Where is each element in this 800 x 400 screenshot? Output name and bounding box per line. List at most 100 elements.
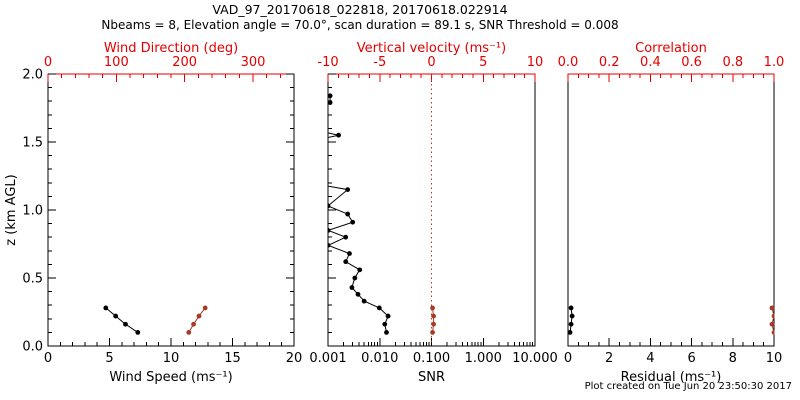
top-axis-label: Vertical velocity (ms⁻¹) bbox=[357, 41, 506, 56]
figure-subtitle: Nbeams = 8, Elevation angle = 70.0°, sca… bbox=[101, 17, 619, 32]
residual-marker bbox=[568, 330, 573, 335]
top-tick-label: 0.8 bbox=[722, 55, 743, 70]
top-tick-label: 1.0 bbox=[764, 55, 785, 70]
top-tick-label: 200 bbox=[172, 55, 197, 70]
snr-profile-marker bbox=[328, 242, 331, 248]
x-tick-label: 8 bbox=[729, 351, 737, 366]
vertical-velocity-marker bbox=[431, 321, 436, 327]
top-axis-label: Wind Direction (deg) bbox=[104, 41, 238, 56]
correlation-line bbox=[771, 307, 775, 333]
wind-direction-marker bbox=[186, 330, 192, 335]
x-tick-label: 1.000 bbox=[465, 351, 502, 366]
wind-direction-marker bbox=[191, 321, 196, 327]
y-axis-label: z (km AGL) bbox=[4, 174, 19, 245]
top-axis-label: Correlation bbox=[635, 41, 707, 56]
x-tick-label: 20 bbox=[286, 351, 303, 366]
x-tick-label: 5 bbox=[105, 351, 113, 366]
x-tick-label: 10 bbox=[163, 351, 180, 366]
wind-panel bbox=[47, 73, 295, 347]
snr-profile-marker bbox=[345, 187, 351, 193]
x-tick-label: 0.100 bbox=[413, 351, 450, 366]
snr-profile-marker bbox=[328, 93, 333, 99]
snr-profile-marker bbox=[384, 330, 389, 335]
y-tick-label: 1.0 bbox=[22, 204, 43, 219]
x-tick-label: 0.001 bbox=[309, 351, 346, 366]
top-tick-label: 0.2 bbox=[599, 55, 620, 70]
vertical-velocity-marker bbox=[431, 313, 436, 319]
snr-profile-marker bbox=[355, 291, 361, 297]
snr-profile-marker bbox=[376, 305, 382, 311]
snr-profile-marker bbox=[347, 251, 352, 256]
x-tick-label: 10 bbox=[766, 351, 783, 366]
snr-profile-line bbox=[328, 95, 389, 333]
wind-direction-marker bbox=[196, 313, 202, 319]
wind-speed-marker bbox=[123, 321, 128, 327]
snr-profile-marker bbox=[345, 211, 351, 217]
wind-direction-line bbox=[188, 307, 206, 333]
residual-panel bbox=[567, 73, 775, 347]
figure-title: VAD_97_20170618_022818, 20170618.022914 bbox=[212, 2, 508, 17]
snr-profile-marker bbox=[350, 219, 356, 225]
snr-profile-marker bbox=[382, 321, 388, 327]
vertical-velocity-marker bbox=[430, 305, 435, 311]
x-tick-label: 10.000 bbox=[512, 351, 558, 366]
wind-direction-marker bbox=[202, 305, 208, 311]
snr-profile-marker bbox=[357, 267, 363, 273]
bottom-axis-label: Wind Speed (ms⁻¹) bbox=[109, 370, 232, 385]
top-tick-label: 300 bbox=[241, 55, 266, 70]
top-tick-label: 5 bbox=[479, 55, 487, 70]
residual-marker bbox=[569, 313, 575, 319]
y-tick-label: 0.5 bbox=[22, 272, 43, 287]
top-tick-label: -10 bbox=[317, 55, 338, 70]
bottom-axis-label: SNR bbox=[418, 370, 445, 385]
top-tick-label: 0.6 bbox=[681, 55, 702, 70]
wind-speed-marker bbox=[103, 305, 109, 311]
snr-profile-marker bbox=[361, 298, 367, 304]
x-tick-label: 0 bbox=[564, 351, 572, 366]
correlation-marker bbox=[769, 321, 775, 327]
snr-profile-marker bbox=[343, 234, 349, 240]
snr-profile-marker bbox=[336, 132, 341, 138]
x-tick-label: 4 bbox=[646, 351, 654, 366]
top-tick-label: 10 bbox=[527, 55, 544, 70]
top-tick-label: 100 bbox=[104, 55, 129, 70]
y-tick-label: 1.5 bbox=[22, 136, 43, 151]
top-tick-label: -5 bbox=[373, 55, 386, 70]
x-tick-label: 0.010 bbox=[361, 351, 398, 366]
residual-marker bbox=[568, 305, 574, 311]
panel-frame bbox=[567, 73, 775, 347]
correlation-marker bbox=[771, 313, 775, 319]
snr-profile-marker bbox=[349, 285, 355, 290]
snr-panel bbox=[327, 73, 536, 347]
bottom-axis-label: Residual (ms⁻¹) bbox=[621, 370, 722, 385]
panel-frame bbox=[47, 73, 295, 347]
top-tick-label: 0 bbox=[44, 55, 52, 70]
residual-line bbox=[569, 307, 573, 333]
snr-profile-marker bbox=[385, 313, 391, 319]
plot-created-note: Plot created on Tue Jun 20 23:50:30 2017 bbox=[584, 381, 792, 392]
x-tick-label: 6 bbox=[687, 351, 695, 366]
y-tick-label: 2.0 bbox=[22, 68, 43, 83]
wind-speed-marker bbox=[135, 330, 141, 335]
correlation-marker bbox=[769, 305, 775, 311]
x-tick-label: 2 bbox=[605, 351, 613, 366]
snr-profile-marker bbox=[352, 275, 358, 281]
snr-profile-marker bbox=[328, 203, 331, 209]
snr-profile-marker bbox=[328, 100, 333, 105]
snr-profile-marker bbox=[328, 228, 331, 233]
residual-marker bbox=[568, 321, 574, 327]
y-tick-label: 0.0 bbox=[22, 340, 43, 355]
x-tick-label: 0 bbox=[44, 351, 52, 366]
vertical-velocity-marker bbox=[430, 330, 435, 335]
top-tick-label: 0.4 bbox=[640, 55, 661, 70]
top-tick-label: 0.0 bbox=[558, 55, 579, 70]
vertical-velocity-line bbox=[432, 307, 435, 333]
wind-speed-line bbox=[105, 307, 139, 333]
top-tick-label: 0 bbox=[427, 55, 435, 70]
correlation-marker bbox=[771, 330, 775, 335]
wind-speed-marker bbox=[113, 313, 119, 319]
x-tick-label: 15 bbox=[224, 351, 241, 366]
snr-profile-marker bbox=[343, 259, 349, 265]
